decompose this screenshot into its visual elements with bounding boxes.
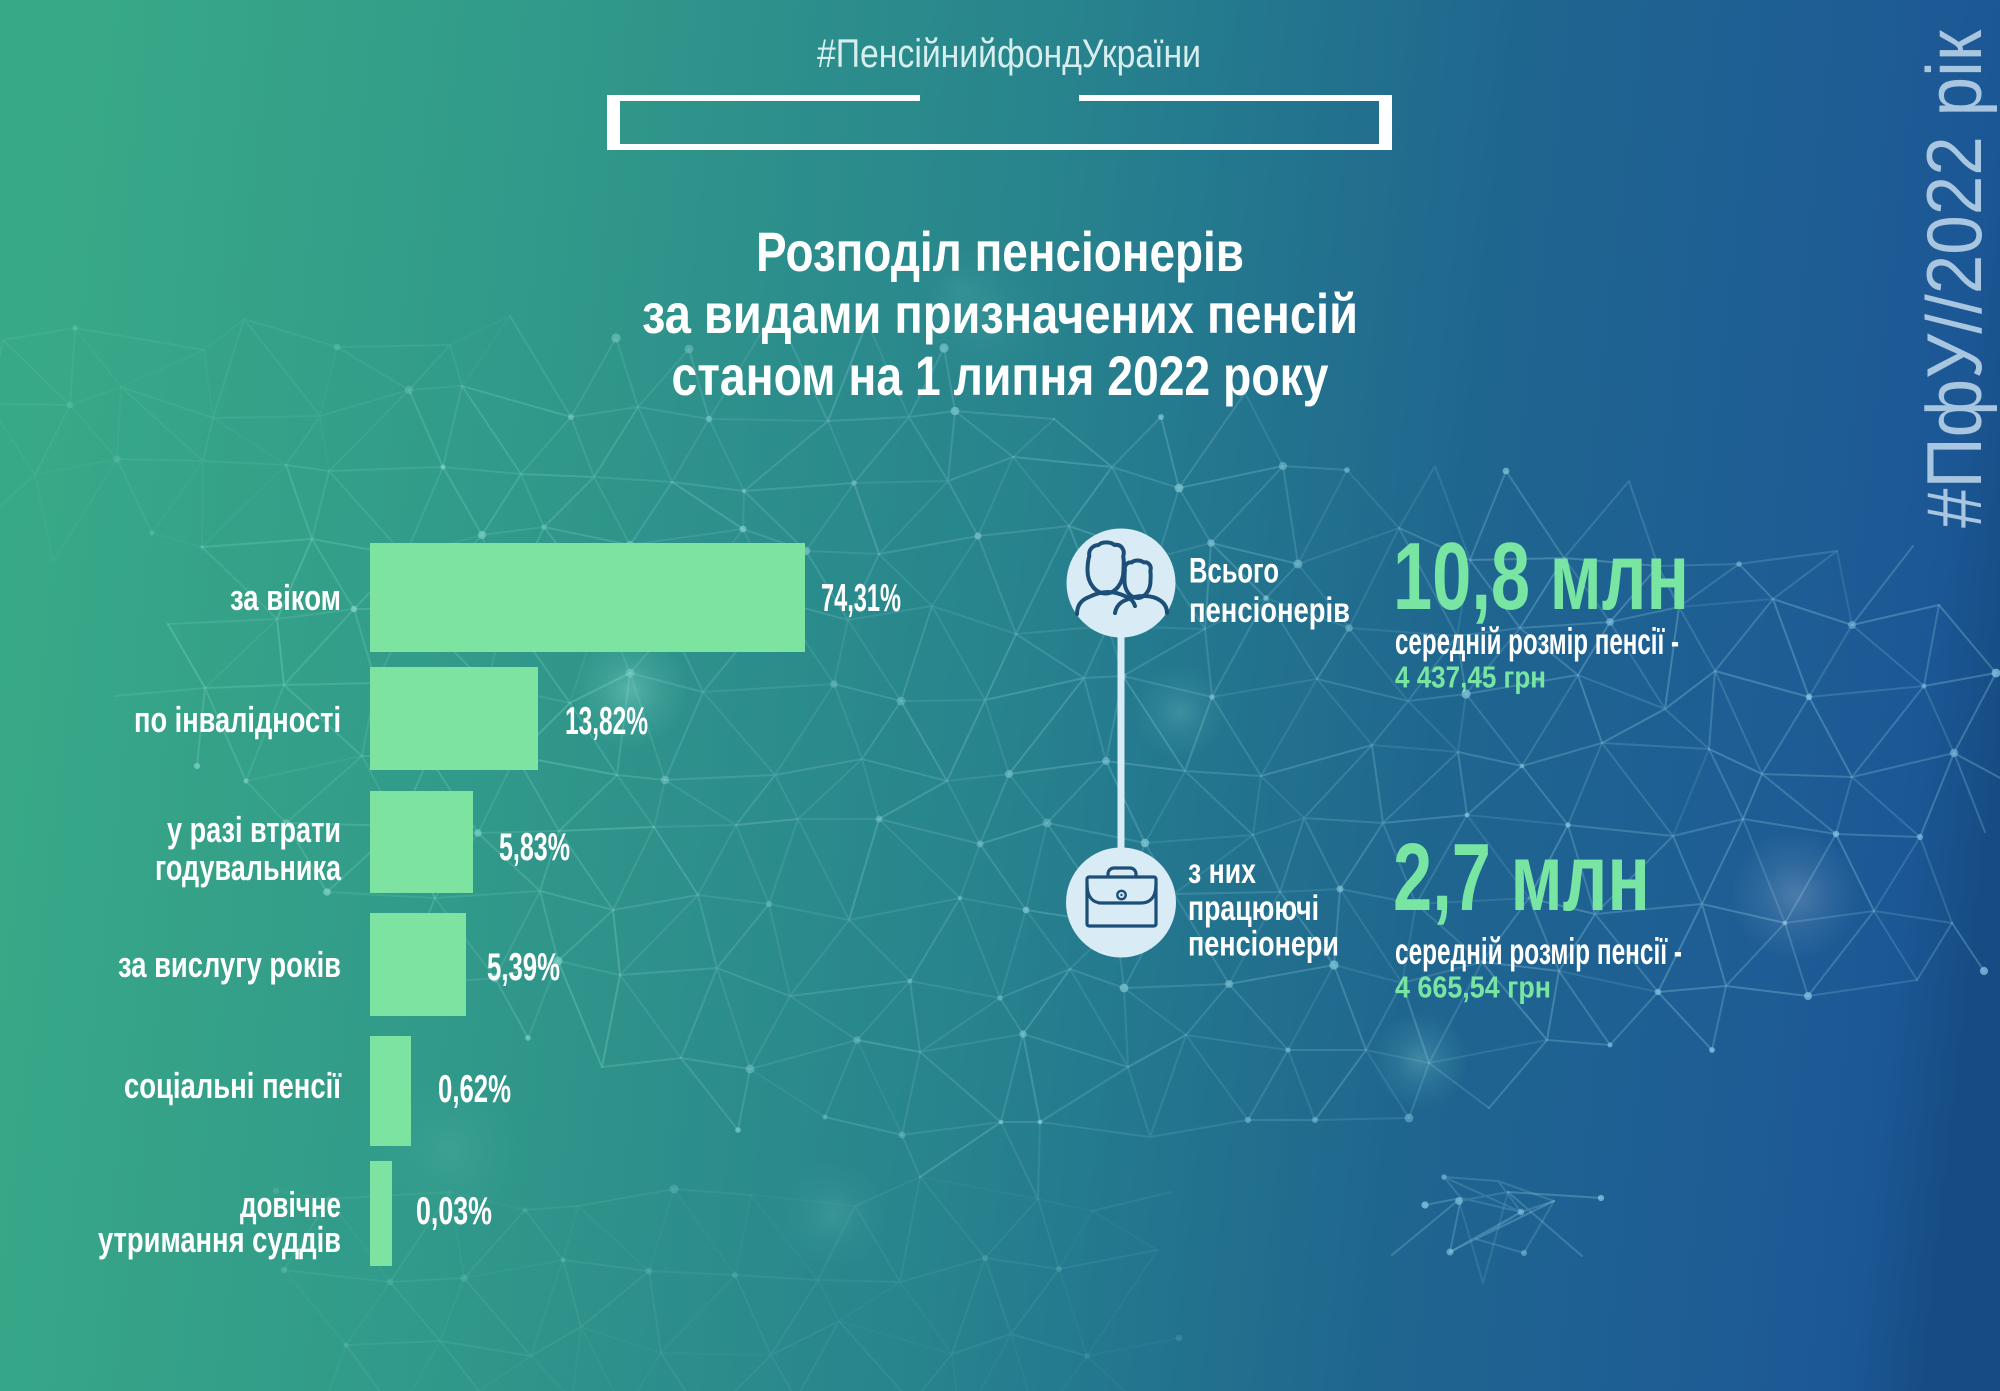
svg-text:за вислугу років: за вислугу років xyxy=(118,944,341,985)
svg-text:за віком: за віком xyxy=(230,577,341,618)
svg-text:пенсіонери: пенсіонери xyxy=(1188,925,1339,964)
svg-text:5,39%: 5,39% xyxy=(487,946,560,989)
svg-text:2,7 млн: 2,7 млн xyxy=(1393,824,1650,931)
svg-text:з них: з них xyxy=(1188,852,1256,891)
svg-text:13,82%: 13,82% xyxy=(565,700,648,743)
svg-text:4 437,45 грн: 4 437,45 грн xyxy=(1395,660,1546,695)
svg-text:годувальника: годувальника xyxy=(155,847,342,888)
svg-text:74,31%: 74,31% xyxy=(821,577,901,620)
svg-text:у разі втрати: у разі втрати xyxy=(167,809,341,850)
svg-text:0,03%: 0,03% xyxy=(416,1190,492,1233)
svg-text:станом на 1 липня 2022 року: станом на 1 липня 2022 року xyxy=(672,344,1329,407)
svg-text:5,83%: 5,83% xyxy=(499,826,570,869)
svg-text:Всього: Всього xyxy=(1189,552,1279,591)
svg-text:10,8 млн: 10,8 млн xyxy=(1393,523,1689,630)
svg-text:0,62%: 0,62% xyxy=(438,1068,511,1111)
svg-text:4 665,54 грн: 4 665,54 грн xyxy=(1395,970,1551,1005)
svg-text:#ПенсійнийфондУкраїни: #ПенсійнийфондУкраїни xyxy=(817,32,1201,76)
svg-text:по інвалідності: по інвалідності xyxy=(134,699,341,740)
svg-text:за видами призначених пенсій: за видами призначених пенсій xyxy=(642,282,1358,345)
svg-text:соціальні пенсії: соціальні пенсії xyxy=(124,1065,342,1106)
svg-text:середній розмір пенсії -: середній розмір пенсії - xyxy=(1395,621,1679,662)
svg-text:утримання суддів: утримання суддів xyxy=(98,1219,341,1260)
svg-text:довічне: довічне xyxy=(240,1184,341,1225)
svg-text:середній розмір пенсії -: середній розмір пенсії - xyxy=(1395,931,1682,972)
svg-text:Розподіл пенсіонерів: Розподіл пенсіонерів xyxy=(756,220,1244,283)
svg-text:#ПфУ//2022 рік: #ПфУ//2022 рік xyxy=(1910,29,1998,528)
svg-text:працюючі: працюючі xyxy=(1188,889,1319,928)
svg-text:пенсіонерів: пенсіонерів xyxy=(1189,591,1350,630)
